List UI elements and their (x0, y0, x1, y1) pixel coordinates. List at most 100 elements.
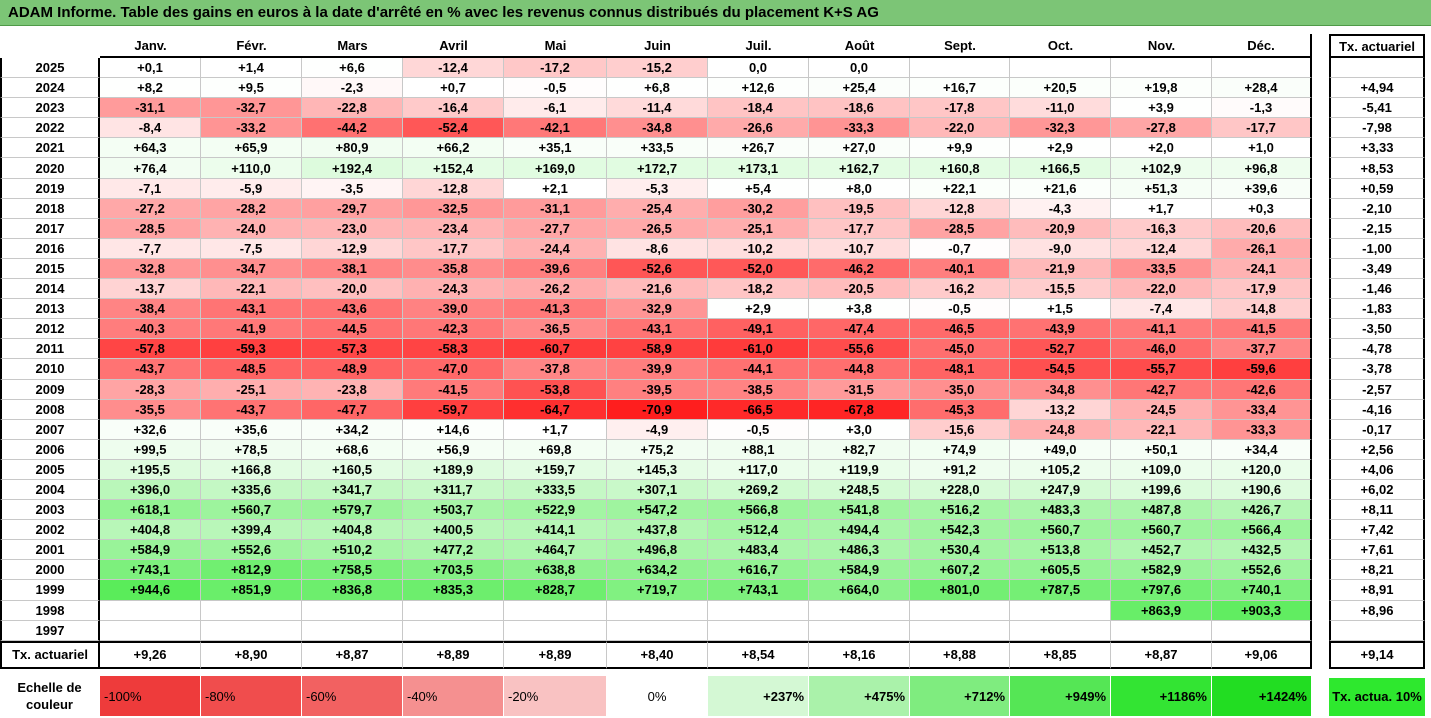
gain-cell: -28,5 (100, 218, 201, 239)
gain-cell: +162,7 (809, 158, 910, 179)
gain-cell: +3,0 (809, 419, 910, 440)
gain-cell: +172,7 (607, 158, 708, 179)
gain-cell: +82,7 (809, 439, 910, 460)
tx-cell: -3,49 (1329, 258, 1425, 280)
gain-cell: -41,3 (504, 299, 607, 320)
gain-cell: +160,5 (302, 459, 403, 480)
year-label: 2014 (0, 279, 100, 300)
year-label: 2005 (0, 459, 100, 480)
gain-cell: +487,8 (1111, 500, 1212, 521)
gain-cell: -40,3 (100, 319, 201, 340)
gain-cell: +560,7 (1111, 520, 1212, 541)
year-label: 2016 (0, 238, 100, 259)
gain-cell: +34,4 (1212, 439, 1312, 460)
month-header: Janv. (100, 34, 201, 58)
gain-cell: -45,0 (910, 339, 1010, 360)
gain-cell: -33,2 (201, 118, 302, 139)
gain-cell: +634,2 (607, 560, 708, 581)
tx-cell: +8,11 (1329, 500, 1425, 521)
gain-cell: +35,6 (201, 419, 302, 440)
year-label: 1999 (0, 580, 100, 601)
gain-cell: -58,3 (403, 339, 504, 360)
gain-cell: +0,1 (100, 58, 201, 79)
gain-cell: +0,3 (1212, 198, 1312, 219)
gain-cell: +404,8 (302, 520, 403, 541)
year-label: 2001 (0, 540, 100, 561)
gain-cell: +399,4 (201, 520, 302, 541)
tx-cell: -5,41 (1329, 98, 1425, 119)
gain-cell: -39,0 (403, 299, 504, 320)
gain-cell: -39,5 (607, 379, 708, 400)
gain-cell: -32,9 (607, 299, 708, 320)
gain-cell: -43,9 (1010, 319, 1111, 340)
gain-cell: -5,9 (201, 178, 302, 199)
gain-cell: -26,5 (607, 218, 708, 239)
gain-cell: -61,0 (708, 339, 809, 360)
gain-cell: 0,0 (708, 58, 809, 79)
gain-cell: -47,4 (809, 319, 910, 340)
gain-cell: +426,7 (1212, 500, 1312, 521)
gain-cell: -12,4 (1111, 238, 1212, 259)
gain-cell: -59,6 (1212, 359, 1312, 380)
legend-swatch: +949% (1010, 676, 1111, 716)
gain-cell: -12,4 (403, 58, 504, 79)
tx-cell: -0,17 (1329, 419, 1425, 440)
gain-cell: +801,0 (910, 580, 1010, 601)
gain-cell (1010, 620, 1111, 641)
gain-cell: -55,7 (1111, 359, 1212, 380)
month-header: Nov. (1111, 34, 1212, 58)
gain-cell: +6,8 (607, 78, 708, 99)
gain-cell: -46,0 (1111, 339, 1212, 360)
tx-cell: -7,98 (1329, 118, 1425, 139)
tx-row-cell: +8,54 (708, 640, 809, 669)
gain-cell: +39,6 (1212, 178, 1312, 199)
gain-cell: +510,2 (302, 540, 403, 561)
gain-cell: -18,2 (708, 279, 809, 300)
tx-cell: +3,33 (1329, 138, 1425, 159)
gain-cell: -28,5 (910, 218, 1010, 239)
gain-cell: +152,4 (403, 158, 504, 179)
gain-cell: -16,2 (910, 279, 1010, 300)
gain-cell: -67,8 (809, 399, 910, 420)
gain-cell: +335,6 (201, 479, 302, 501)
gain-cell: -36,5 (504, 319, 607, 340)
gain-cell: +464,7 (504, 540, 607, 561)
gain-cell: -15,2 (607, 58, 708, 79)
gain-cell: +341,7 (302, 479, 403, 501)
gain-cell: +483,3 (1010, 500, 1111, 521)
gain-cell: -31,1 (100, 98, 201, 119)
gain-cell: -14,8 (1212, 299, 1312, 320)
tx-cell: -1,46 (1329, 279, 1425, 300)
gain-cell: -7,1 (100, 178, 201, 199)
gain-cell: +512,4 (708, 520, 809, 541)
gain-cell: +396,0 (100, 479, 201, 501)
gain-cell (910, 620, 1010, 641)
gain-cell: +432,5 (1212, 540, 1312, 561)
gain-cell: -23,8 (302, 379, 403, 400)
gain-cell: -29,7 (302, 198, 403, 219)
gain-cell: +26,7 (708, 138, 809, 159)
tx-row-cell: +8,89 (403, 640, 504, 669)
gain-cell: -4,3 (1010, 198, 1111, 219)
year-label: 2007 (0, 419, 100, 440)
gain-cell: +516,2 (910, 500, 1010, 521)
gain-cell: -57,8 (100, 339, 201, 360)
gain-cell: +32,6 (100, 419, 201, 440)
year-label: 2017 (0, 218, 100, 239)
gain-cell: +269,2 (708, 479, 809, 501)
gain-cell: -22,0 (1111, 279, 1212, 300)
gain-cell: -46,5 (910, 319, 1010, 340)
gain-cell: -24,8 (1010, 419, 1111, 440)
tx-row-label: Tx. actuariel (0, 640, 100, 669)
gain-cell: +75,2 (607, 439, 708, 460)
gain-cell: -20,9 (1010, 218, 1111, 239)
gain-cell: -17,7 (809, 218, 910, 239)
gain-cell (302, 600, 403, 621)
gain-cell: -12,8 (403, 178, 504, 199)
gain-cell: -53,8 (504, 379, 607, 400)
tx-cell: +8,96 (1329, 600, 1425, 621)
gain-cell: +5,4 (708, 178, 809, 199)
gain-cell: +2,0 (1111, 138, 1212, 159)
gain-cell: +566,8 (708, 500, 809, 521)
gain-cell: -28,3 (100, 379, 201, 400)
